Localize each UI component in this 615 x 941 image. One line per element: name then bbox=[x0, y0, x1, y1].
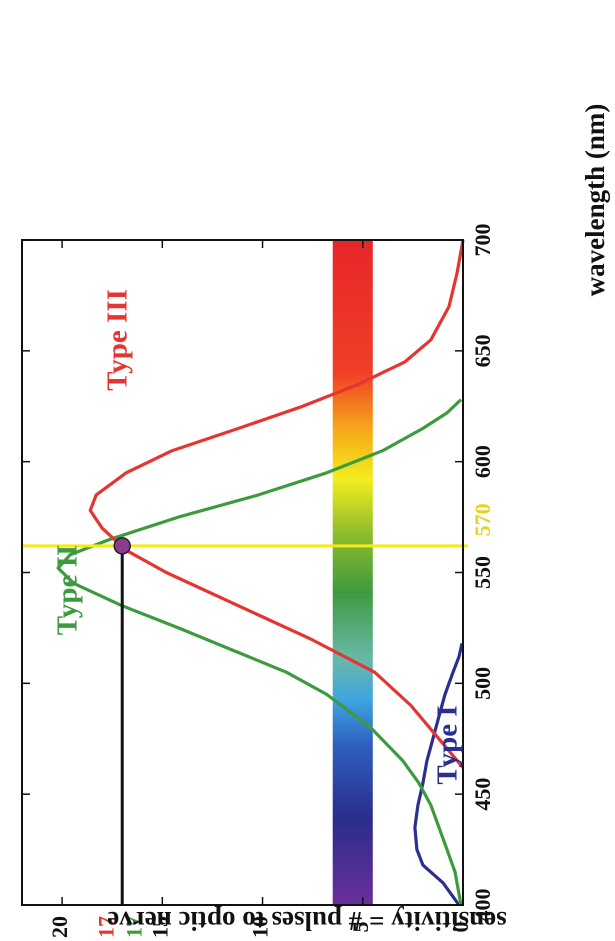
x-tick-label-500: 500 bbox=[470, 667, 495, 700]
spectrum-color-band bbox=[332, 240, 373, 905]
y-tick-label-20: 20 bbox=[47, 916, 72, 938]
curve-label-type-iii: Type III bbox=[102, 289, 134, 391]
y-axis-title: sensitivity = # pulses to optic nerve bbox=[107, 906, 506, 936]
intersection-marker bbox=[113, 537, 131, 555]
annotation-17-2: 17 bbox=[121, 916, 146, 938]
spectrum-band bbox=[332, 240, 373, 905]
x-tick-label-450: 450 bbox=[470, 778, 495, 811]
curve-type-iii bbox=[88, 239, 465, 769]
reference-line-label: 570 bbox=[470, 503, 495, 536]
chart-labels: 400 450 500 550 600 650 700 0 5 10 15 20 17 17 570 wave… bbox=[47, 104, 610, 938]
y-tick-label-15: 15 bbox=[147, 916, 172, 938]
curve-type-i bbox=[413, 643, 464, 906]
x-tick-label-600: 600 bbox=[470, 445, 495, 478]
y-tick-label-10: 10 bbox=[248, 916, 273, 938]
sensitivity-curves bbox=[22, 239, 468, 906]
plot-frame bbox=[21, 239, 464, 906]
y-tick-label-5: 5 bbox=[348, 922, 373, 933]
x-tick-label-700: 700 bbox=[470, 224, 495, 257]
plot-border bbox=[21, 239, 464, 906]
curve-type-ii bbox=[56, 398, 463, 906]
x-tick-label-650: 650 bbox=[470, 334, 495, 367]
annotation-17-1: 17 bbox=[93, 916, 118, 938]
curve-label-type-i: Type I bbox=[432, 705, 464, 784]
curve-label-type-ii: Type II bbox=[52, 545, 84, 636]
x-axis-title: wavelength (nm) bbox=[580, 104, 610, 297]
x-tick-label-400: 400 bbox=[470, 889, 495, 922]
y-tick-label-0: 0 bbox=[448, 922, 473, 933]
x-tick-label-550: 550 bbox=[470, 556, 495, 589]
